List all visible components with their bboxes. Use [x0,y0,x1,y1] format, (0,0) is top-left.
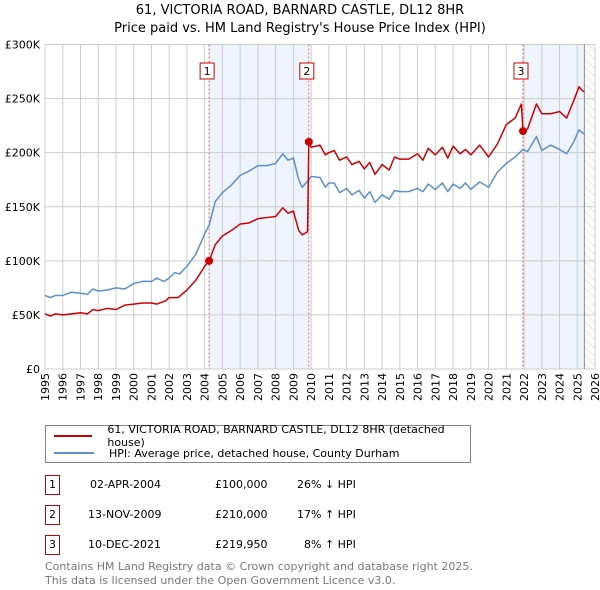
sale-date: 13-NOV-2009 [88,508,162,521]
x-tick-label: 2005 [216,373,229,401]
y-tick-label: £50K [12,309,41,322]
y-tick-label: £250K [5,93,41,106]
x-tick-label: 2008 [270,373,283,401]
legend-label: 61, VICTORIA ROAD, BARNARD CASTLE, DL12 … [107,423,445,449]
chart-svg: 1995 1996 1997 1998 1999 2000 2001 2002 2003 2004… [5,39,600,402]
price-paid-line [44,85,585,317]
chart-subtitle: Price paid vs. HM Land Registry's House … [114,21,486,36]
sale-badge: 1 [45,475,60,495]
x-tick-label: 2014 [376,373,389,401]
sale-date: 10-DEC-2021 [88,538,162,551]
x-tick-label: 2020 [483,373,496,401]
x-tick-label: 2007 [252,373,265,401]
x-tick-label: 2015 [394,373,407,401]
legend-label: HPI: Average price, detached house, Coun… [109,446,400,460]
x-tick-label: 2025 [571,373,584,401]
x-tick-label: 2023 [536,373,549,401]
legend-item-hpi: HPI: Average price, detached house, Coun… [54,445,400,461]
x-tick-label: 2022 [518,373,531,401]
x-tick-label: 2010 [305,373,318,401]
chart-title: 61, VICTORIA ROAD, BARNARD CASTLE, DL12 … [135,3,465,18]
sale-date: 02-APR-2004 [90,478,162,491]
sale-label: 1 [204,65,211,78]
x-tick-label: 2019 [465,373,478,401]
sale-label: 2 [303,65,310,78]
sale-price: £219,950 [215,538,268,551]
hpi-line [44,129,585,299]
y-tick-label: £300K [5,39,41,52]
x-tick-label: 1999 [110,373,123,401]
sale-hpi: 26% ↓ HPI [297,478,356,491]
sale-badge: 2 [45,505,60,525]
x-tick-label: 2018 [447,373,460,401]
sale-label-box [199,62,215,80]
footer-copyright: Contains HM Land Registry data © Crown c… [45,560,473,573]
x-tick-label: 2004 [199,373,212,401]
sale-point [304,137,313,146]
x-tick-label: 1995 [39,373,52,401]
x-tick-label: 2000 [128,373,141,401]
x-tick-label: 1997 [74,373,87,401]
sale-point [205,256,214,265]
y-tick-label: £150K [5,201,41,214]
sale-hpi: 17% ↑ HPI [297,508,356,521]
x-tick-label: 2012 [341,373,354,401]
sale-point [518,127,527,136]
sale-price: £100,000 [215,478,268,491]
x-tick-label: 2024 [554,373,567,401]
sale-hpi: 8% ↑ HPI [304,538,356,551]
x-tick-label: 2013 [358,373,371,401]
y-tick-label: £200K [5,147,41,160]
legend: 61, VICTORIA ROAD, BARNARD CASTLE, DL12 … [45,423,471,463]
x-tick-label: 2002 [163,373,176,401]
x-tick-label: 2001 [145,373,158,401]
footer-licence: This data is licensed under the Open Gov… [45,574,396,587]
sale-label-box [513,62,529,80]
x-tick-label: 2021 [500,373,513,401]
x-tick-label: 2017 [429,373,442,401]
x-tick-label: 2026 [589,373,600,401]
x-tick-label: 2003 [181,373,194,401]
legend-swatch-blue [54,452,94,454]
x-tick-label: 1998 [92,373,105,401]
sale-badge: 3 [45,535,60,555]
x-tick-label: 1996 [57,373,70,401]
sale-label: 3 [517,65,524,78]
legend-swatch-red [54,435,93,437]
y-tick-label: £0 [26,363,40,376]
y-tick-label: £100K [5,255,41,268]
x-tick-label: 2006 [234,373,247,401]
x-tick-label: 2009 [287,373,300,401]
x-tick-label: 2016 [412,373,425,401]
plot-border [44,44,596,370]
sale-price: £210,000 [215,508,268,521]
legend-item-property: 61, VICTORIA ROAD, BARNARD CASTLE, DL12 … [54,423,470,449]
x-tick-label: 2011 [323,373,336,401]
sale-label-box [299,62,315,80]
